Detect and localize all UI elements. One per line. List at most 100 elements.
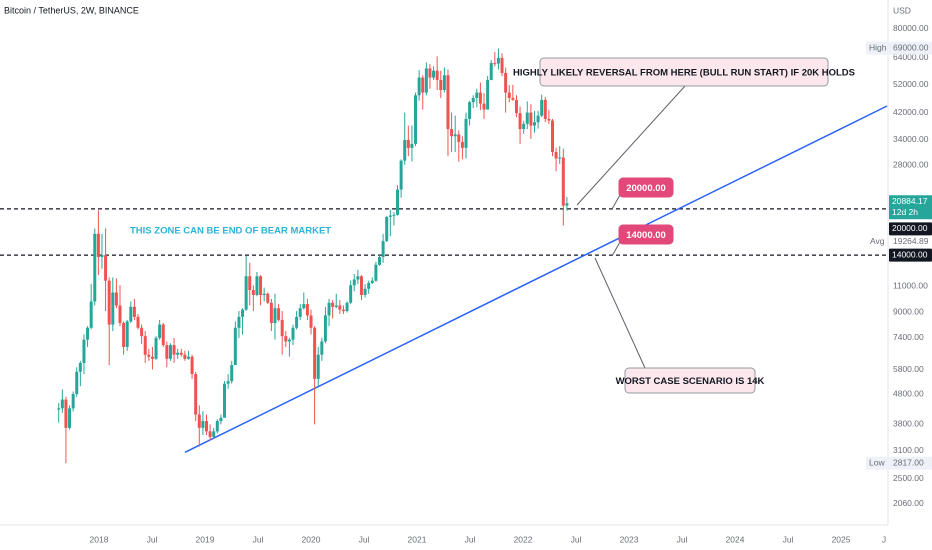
candle-body bbox=[435, 70, 439, 80]
candle-body bbox=[111, 292, 115, 325]
candle-body bbox=[417, 77, 421, 96]
candle-body bbox=[410, 143, 414, 148]
candle-body bbox=[118, 305, 122, 323]
candle-body bbox=[446, 75, 450, 130]
high-name: High bbox=[869, 42, 887, 52]
candle-body bbox=[370, 280, 374, 283]
y-tick-label: 64000.00 bbox=[893, 52, 929, 62]
candle-body bbox=[554, 151, 558, 159]
low-tag-bg bbox=[866, 456, 932, 470]
x-tick-label: Jul bbox=[677, 534, 688, 544]
candle-body bbox=[313, 327, 317, 379]
y-tick-label: 7400.00 bbox=[893, 332, 924, 342]
y-tick-label: 2060.00 bbox=[893, 498, 924, 508]
candle-body bbox=[424, 68, 428, 93]
y-tick-label: 11000.00 bbox=[893, 281, 928, 291]
candle-body bbox=[179, 352, 183, 355]
candle-body bbox=[439, 79, 443, 90]
candle-body bbox=[143, 336, 147, 355]
x-tick-label: Jul bbox=[147, 534, 158, 544]
x-tick-label: 2024 bbox=[726, 534, 745, 544]
candle-body bbox=[100, 255, 104, 258]
candle-body bbox=[525, 112, 529, 124]
candle-body bbox=[432, 70, 436, 78]
candle-body bbox=[475, 92, 479, 98]
candle-body bbox=[331, 302, 335, 307]
candle-body bbox=[352, 279, 356, 286]
candle-body bbox=[320, 341, 324, 355]
candle-body bbox=[414, 95, 418, 144]
candle-body bbox=[107, 280, 111, 325]
x-tick-label: 2025 bbox=[832, 534, 851, 544]
candle-body bbox=[277, 308, 281, 320]
candle-body bbox=[89, 301, 93, 328]
candle-body bbox=[64, 399, 68, 428]
candle-body bbox=[114, 292, 118, 306]
avg-value: 19264.89 bbox=[893, 236, 929, 246]
candle-body bbox=[136, 316, 140, 328]
candle-body bbox=[367, 282, 371, 289]
x-tick-label: Jul bbox=[253, 534, 264, 544]
candle-body bbox=[381, 241, 385, 258]
low-value: 2817.00 bbox=[893, 457, 924, 467]
avg-name: Avg bbox=[870, 236, 885, 246]
candle-body bbox=[125, 321, 129, 347]
candle-body bbox=[186, 356, 190, 359]
price-line-label-box bbox=[889, 222, 932, 236]
candle-body bbox=[204, 421, 208, 432]
candle-body bbox=[147, 354, 151, 357]
candle-body bbox=[176, 352, 180, 355]
candle-body bbox=[464, 118, 468, 148]
candle-body bbox=[291, 327, 295, 340]
candle-body bbox=[309, 315, 313, 328]
candle-body bbox=[478, 92, 482, 104]
candle-body bbox=[349, 285, 353, 303]
callout-box bbox=[618, 224, 674, 245]
candle-body bbox=[392, 214, 396, 216]
candle-body bbox=[323, 315, 327, 342]
candle-body bbox=[248, 276, 252, 291]
y-tick-label: 2500.00 bbox=[893, 473, 924, 483]
price-line-label: 20000.00 bbox=[889, 222, 932, 236]
candle-body bbox=[68, 408, 72, 428]
x-tick-label: Jul bbox=[465, 534, 476, 544]
candle-body bbox=[363, 288, 367, 295]
candle-body bbox=[457, 134, 461, 142]
candle-body bbox=[287, 339, 291, 342]
candle-body bbox=[132, 306, 136, 317]
annotation: 20000.00 bbox=[626, 183, 666, 194]
x-tick-label: J bbox=[882, 534, 886, 544]
candle-body bbox=[75, 371, 79, 395]
annotation: HIGHLY LIKELY REVERSAL FROM HERE (BULL R… bbox=[513, 68, 855, 79]
candle-body bbox=[522, 123, 526, 130]
candle-body bbox=[493, 63, 497, 65]
candle-body bbox=[421, 77, 425, 93]
candle-body bbox=[406, 139, 410, 148]
candle-body bbox=[219, 417, 223, 422]
y-tick-label: 80000.00 bbox=[893, 23, 929, 33]
x-tick-label: Jul bbox=[359, 534, 370, 544]
plot-area bbox=[0, 48, 888, 464]
candle-body bbox=[140, 327, 144, 337]
candle-body bbox=[82, 339, 86, 363]
candle-body bbox=[129, 306, 133, 322]
candle-body bbox=[511, 97, 515, 100]
candle-body bbox=[316, 354, 320, 379]
price-line-label-text: 14000.00 bbox=[892, 249, 928, 259]
x-tick-label: 2023 bbox=[620, 534, 639, 544]
candle-body bbox=[183, 354, 187, 359]
candle-body bbox=[266, 293, 270, 303]
candle-body bbox=[514, 99, 518, 114]
callout-pointer bbox=[594, 257, 646, 369]
candle-body bbox=[374, 264, 378, 281]
candle-body bbox=[244, 276, 248, 310]
candle-body bbox=[201, 421, 205, 428]
x-tick-label: 2020 bbox=[302, 534, 321, 544]
candle-body bbox=[104, 255, 108, 281]
callout-box bbox=[618, 177, 674, 198]
candle-body bbox=[168, 345, 172, 359]
candle-body bbox=[356, 276, 360, 280]
candle-body bbox=[496, 57, 500, 64]
